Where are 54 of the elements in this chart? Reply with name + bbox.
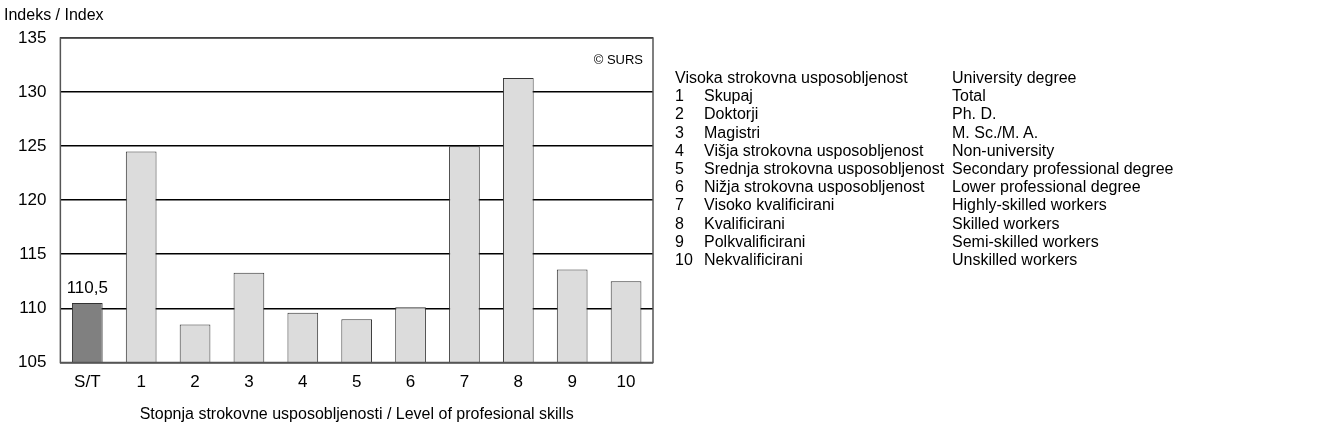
text: Magistri (704, 123, 761, 142)
x-tick-label: 7 (459, 372, 470, 392)
text: Total (952, 87, 986, 106)
text: Lower professional degree (952, 178, 1141, 197)
x-tick-label: 2 (190, 372, 200, 392)
y-tick-label: 130 (17, 81, 47, 101)
x-tick-label: 4 (298, 372, 308, 392)
y-tick-label: 125 (17, 135, 47, 155)
x-tick-label: 1 (136, 372, 146, 392)
text: 7 (675, 196, 685, 215)
y-tick-label: 115 (19, 243, 47, 263)
y-tick-label: 105 (17, 352, 47, 372)
text: 2 (675, 105, 685, 124)
text: Kvalificirani (704, 214, 786, 233)
text: 3 (675, 123, 685, 142)
text: Nekvalificirani (704, 251, 804, 270)
x-tick-label: 9 (567, 372, 577, 392)
x-tick-label: S/T (74, 372, 101, 392)
text: M. Sc./M. A. (952, 123, 1039, 142)
text: Nižja strokovna usposobljenost (704, 178, 926, 197)
data-label: 110,5 (66, 277, 108, 297)
text: 6 (675, 178, 685, 197)
x-tick-label: 3 (244, 372, 254, 392)
text: 8 (675, 214, 685, 233)
text: 5 (675, 160, 685, 179)
text: Visoko kvalificirani (704, 196, 836, 215)
text: Non-university (952, 141, 1055, 161)
y-tick-label: 135 (17, 27, 47, 47)
text: Doktorji (704, 105, 760, 124)
text: 9 (675, 232, 685, 252)
x-tick-label: 5 (351, 372, 362, 392)
y-tick-label: 110 (19, 298, 47, 318)
y-tick-label: 120 (17, 189, 47, 209)
text: Polkvalificirani (704, 232, 807, 252)
text: Visoka strokovna usposobljenost (675, 69, 909, 88)
text: Ph. D. (952, 105, 997, 124)
x-tick-label: 10 (616, 372, 636, 392)
text: Srednja strokovna usposobljenost (704, 160, 946, 179)
x-tick-label: 8 (513, 372, 524, 392)
text: Semi-skilled workers (952, 232, 1099, 252)
text: Secondary professional degree (952, 160, 1174, 179)
text: Highly-skilled workers (952, 196, 1107, 215)
text: Višja strokovna usposobljenost (704, 141, 925, 161)
annotation: © SURS (593, 52, 644, 67)
text: 4 (675, 141, 685, 161)
text: University degree (952, 69, 1077, 88)
y-axis-title: Indeks / Index (4, 6, 104, 23)
x-tick-label: 6 (405, 372, 416, 392)
text: 10 (675, 251, 694, 270)
text: 1 (675, 87, 685, 106)
text: Unskilled workers (952, 251, 1078, 270)
text: Skupaj (704, 87, 754, 106)
text: Skilled workers (952, 214, 1060, 233)
x-axis-title: Stopnja strokovne usposobljenosti / Level of profesional skills (139, 404, 574, 422)
